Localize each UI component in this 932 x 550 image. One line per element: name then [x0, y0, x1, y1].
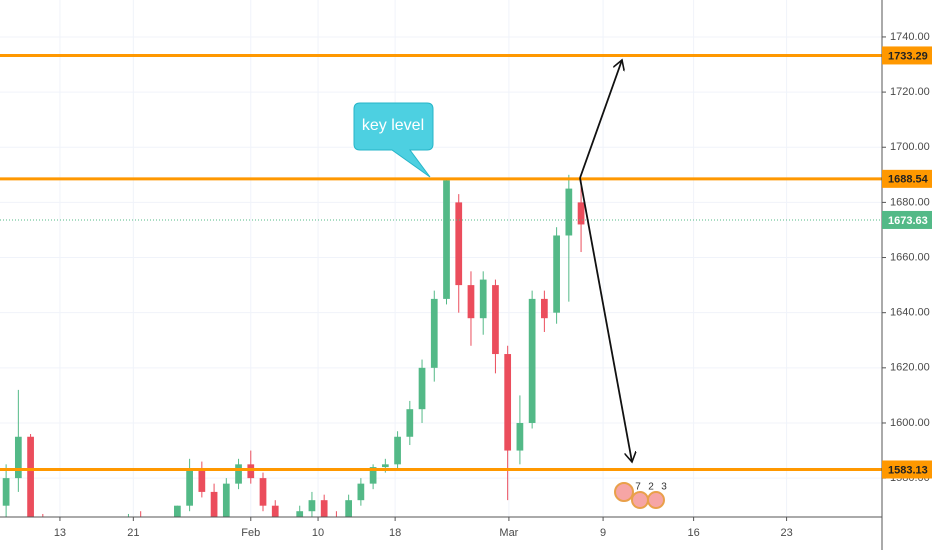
- candle-body: [64, 544, 71, 550]
- candle-body: [504, 354, 512, 451]
- event-label: 3: [661, 482, 667, 493]
- candle-body: [186, 469, 193, 506]
- level-label: 1583.13: [888, 464, 928, 476]
- x-tick-label: 13: [54, 527, 66, 539]
- candle-body: [394, 436, 401, 465]
- candle-body: [479, 279, 487, 319]
- candle-body: [565, 188, 573, 236]
- candle-body: [210, 491, 218, 517]
- candle-body: [541, 298, 548, 319]
- y-tick-label: 1720.00: [890, 86, 930, 98]
- levels: [0, 53, 882, 471]
- candle-body: [516, 422, 524, 451]
- candle-body: [162, 528, 169, 545]
- x-tick-label: 21: [127, 527, 139, 539]
- y-tick-label: 1660.00: [890, 251, 930, 263]
- grid: [0, 0, 882, 517]
- arrow-down: [579, 177, 632, 462]
- y-tick-label: 1680.00: [890, 196, 930, 208]
- candle-body: [27, 436, 34, 517]
- candle-body: [113, 539, 120, 550]
- candles: [2, 174, 585, 550]
- candle-body: [52, 544, 59, 550]
- candle-body: [198, 469, 206, 492]
- axes: 1580.001600.001620.001640.001660.001680.…: [54, 31, 932, 539]
- candle-body: [284, 528, 291, 534]
- arrow-up: [579, 60, 622, 179]
- candle-body: [443, 180, 450, 299]
- callout: key level: [353, 102, 434, 178]
- level-label: 1688.54: [888, 174, 929, 186]
- candle-body: [577, 202, 585, 225]
- y-tick-label: 1700.00: [890, 141, 930, 153]
- candle-body: [222, 483, 230, 517]
- x-tick-label: 9: [600, 527, 606, 539]
- x-tick-label: Feb: [241, 527, 260, 539]
- candle-body: [39, 519, 46, 550]
- y-tick-label: 1600.00: [890, 417, 930, 429]
- candle-body: [357, 483, 365, 501]
- candle-body: [381, 464, 389, 468]
- candle-body: [247, 464, 255, 479]
- candle-body: [259, 478, 267, 506]
- candle-body: [271, 505, 279, 517]
- x-tick-label: Mar: [499, 527, 518, 539]
- candle-body: [455, 202, 463, 286]
- candle-body: [492, 285, 499, 355]
- y-tick-label: 1640.00: [890, 307, 930, 319]
- candle-body: [369, 467, 377, 484]
- x-tick-label: 18: [389, 527, 401, 539]
- level-label-bg: [882, 460, 932, 479]
- candle-body: [14, 436, 22, 479]
- current-price-label: 1673.63: [888, 215, 928, 227]
- candle-body: [174, 505, 181, 517]
- x-tick-label: 23: [780, 527, 792, 539]
- candle-body: [553, 235, 560, 313]
- candle-body: [2, 478, 10, 506]
- candle-body: [308, 500, 316, 512]
- event-label: 7: [635, 482, 641, 493]
- candle-body: [528, 298, 536, 423]
- candle-body: [467, 285, 475, 319]
- candle-body: [150, 531, 157, 545]
- x-tick-label: 10: [312, 527, 324, 539]
- y-tick-label: 1620.00: [890, 362, 930, 374]
- candle-body: [296, 511, 304, 517]
- candle-body: [320, 500, 328, 517]
- level-label: 1733.29: [888, 50, 928, 62]
- candle-body: [406, 409, 414, 437]
- callout-text: key level: [362, 117, 424, 134]
- candle-body: [430, 298, 438, 368]
- candle-body: [235, 464, 242, 484]
- candle-body: [345, 500, 353, 517]
- x-tick-label: 16: [687, 527, 699, 539]
- level-label-bg: [882, 46, 932, 65]
- current-price-bg: [882, 210, 932, 229]
- y-tick-label: 1740.00: [890, 31, 930, 43]
- level-label-bg: [882, 169, 932, 188]
- candle-body: [418, 367, 426, 410]
- event-label: 2: [648, 482, 654, 493]
